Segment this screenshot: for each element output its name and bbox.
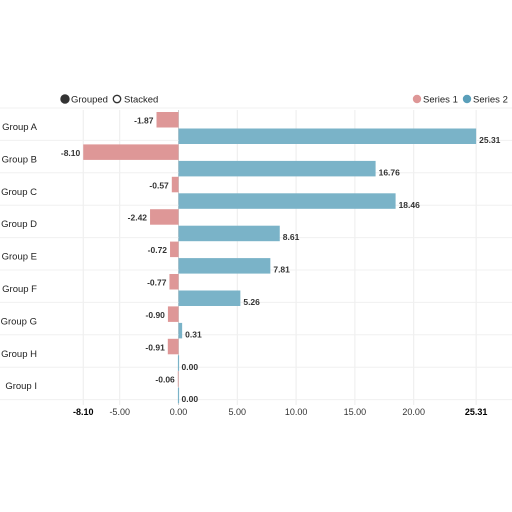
- value-label: 18.46: [399, 200, 421, 210]
- stacked-radio-icon: [112, 94, 122, 104]
- x-tick-label: 15.00: [344, 407, 367, 417]
- category-label: Group I: [5, 381, 37, 392]
- legend-dot-icon: [412, 94, 422, 104]
- value-label: 5.26: [243, 297, 260, 307]
- stacked-toggle[interactable]: Stacked: [112, 94, 158, 106]
- value-label: -0.77: [147, 278, 167, 288]
- category-label: Group D: [1, 219, 37, 230]
- value-label: -0.06: [155, 375, 175, 385]
- x-axis-ticks: -8.10 -5.00 0.00 5.00 10.00 15.00 20.00 25.31: [73, 407, 487, 417]
- bar-1[interactable]: [83, 144, 179, 160]
- bar-2[interactable]: [178, 128, 477, 145]
- grouped-label: Grouped: [71, 95, 108, 106]
- legend-label: Series 2: [473, 95, 508, 106]
- legend-item-series-1[interactable]: Series 1: [412, 94, 458, 106]
- legend-dot-icon: [462, 94, 472, 104]
- category-label: Group G: [1, 316, 37, 327]
- bars: [83, 112, 477, 404]
- legend-item-series-2[interactable]: Series 2: [462, 94, 508, 106]
- x-tick-label: 20.00: [402, 407, 425, 417]
- value-labels: -1.87 25.31 -8.10 16.76 -0.57 18.46 -2.42 8.61 -…: [61, 116, 501, 405]
- category-label: Group A: [2, 122, 38, 133]
- value-label: 8.61: [283, 232, 300, 242]
- x-tick-label: 25.31: [465, 407, 488, 417]
- x-tick-label: -8.10: [73, 407, 94, 417]
- grouped-radio-icon: [60, 94, 70, 104]
- bar-1[interactable]: [169, 274, 179, 290]
- bar-2[interactable]: [177, 355, 180, 371]
- legend-label: Series 1: [423, 95, 458, 106]
- grouped-toggle[interactable]: Grouped: [60, 94, 108, 106]
- value-label: 0.31: [185, 329, 202, 339]
- bar-1[interactable]: [150, 209, 179, 225]
- value-label: 25.31: [479, 135, 501, 145]
- legend: Series 1 Series 2: [412, 94, 508, 106]
- category-label: Group F: [2, 284, 37, 295]
- bar-1[interactable]: [156, 112, 179, 128]
- bar-1[interactable]: [167, 306, 179, 322]
- bar-1[interactable]: [177, 371, 179, 387]
- bar-2[interactable]: [178, 290, 241, 307]
- category-label: Group C: [1, 187, 37, 198]
- value-label: 0.00: [182, 362, 199, 372]
- value-label: -8.10: [61, 148, 81, 158]
- x-tick-label: -5.00: [109, 407, 130, 417]
- x-tick-label: 10.00: [285, 407, 308, 417]
- bar-2[interactable]: [178, 258, 271, 274]
- value-label: -0.91: [145, 342, 165, 352]
- bar-2[interactable]: [177, 387, 180, 404]
- category-labels: Group A Group B Group C Group D Group E Group…: [1, 122, 38, 392]
- category-label: Group H: [1, 349, 37, 360]
- value-label: 16.76: [379, 167, 401, 177]
- bar-1[interactable]: [167, 338, 179, 355]
- category-label: Group B: [2, 154, 37, 165]
- value-label: -0.57: [149, 180, 169, 190]
- value-label: 7.81: [273, 265, 290, 275]
- value-label: -1.87: [134, 116, 154, 126]
- value-label: -0.90: [146, 310, 166, 320]
- x-tick-label: 0.00: [170, 407, 188, 417]
- bar-1[interactable]: [170, 241, 179, 258]
- stacked-label: Stacked: [124, 95, 158, 106]
- value-label: -0.72: [148, 245, 168, 255]
- category-label: Group E: [2, 252, 37, 263]
- bar-2[interactable]: [178, 225, 280, 242]
- bar-2[interactable]: [178, 160, 376, 177]
- value-label: -2.42: [128, 213, 148, 223]
- x-tick-label: 5.00: [229, 407, 247, 417]
- bar-1[interactable]: [171, 176, 179, 193]
- bar-2[interactable]: [178, 193, 396, 209]
- value-label: 0.00: [182, 394, 199, 404]
- bar-2[interactable]: [178, 322, 183, 339]
